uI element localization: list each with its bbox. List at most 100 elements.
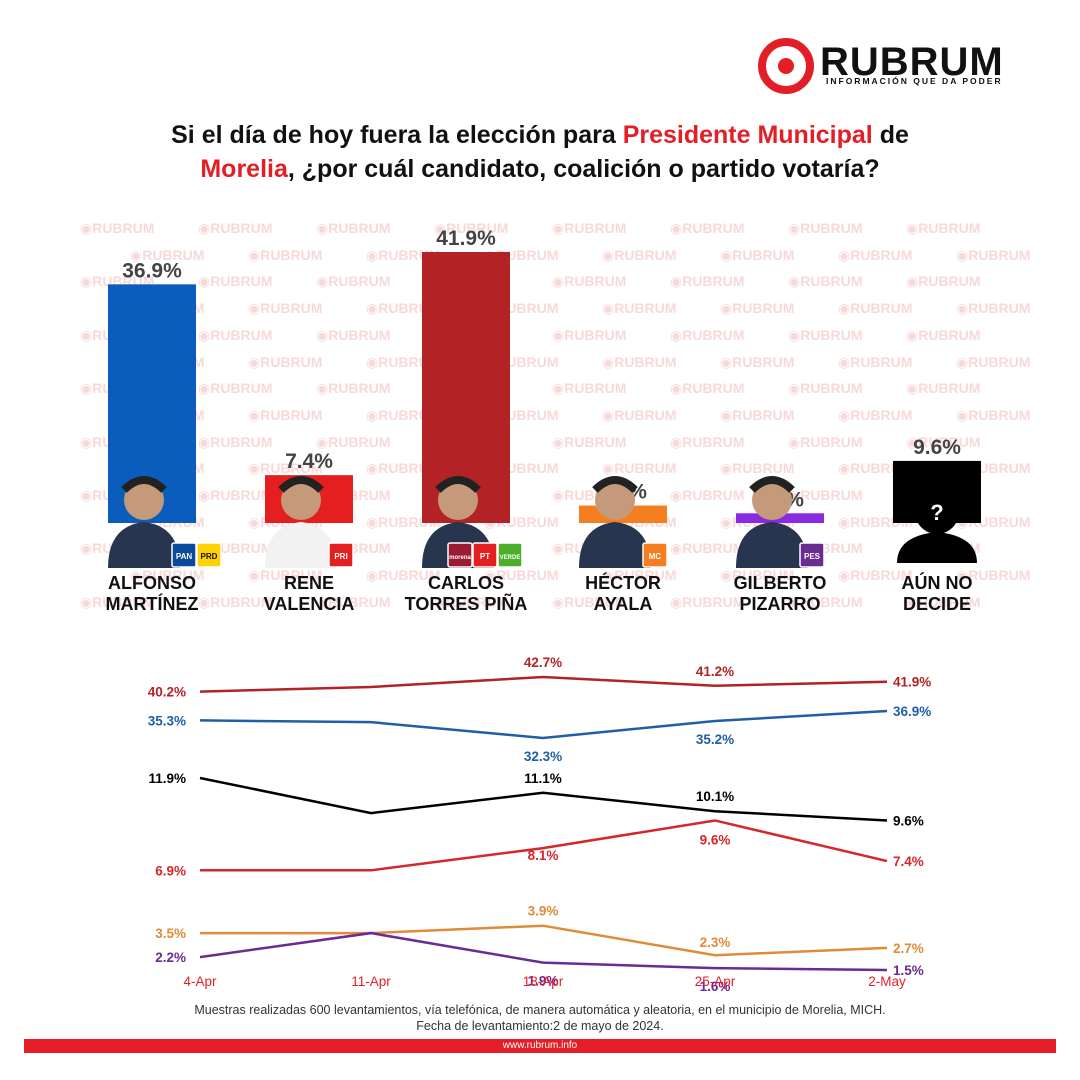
party-badge xyxy=(472,542,498,568)
series-data-label: 8.1% xyxy=(528,848,559,863)
rubrum-logo: RUBRUM INFORMACIÓN QUE DA PODER xyxy=(758,38,1048,98)
line-series: 40.2% 42.7% 41.2% 41.9% xyxy=(148,655,932,700)
line-series: 3.5% 3.9% 2.3% 2.7% xyxy=(155,904,924,957)
party-logo-verde: VERDE xyxy=(497,542,523,568)
party-logo-prd: PRD xyxy=(196,542,222,568)
line-series: 6.9% 8.1% 9.6% 7.4% xyxy=(155,819,924,878)
candidate-face xyxy=(752,480,792,520)
party-logo-pes: PES xyxy=(799,542,825,568)
candidate-hair xyxy=(278,476,324,493)
party-badge-label: PES xyxy=(804,552,821,561)
title-part1: Si el día de hoy fuera la elección para xyxy=(171,121,623,149)
candidate-body xyxy=(579,522,651,568)
series-line xyxy=(199,675,888,693)
party-logo-mc: MC xyxy=(642,542,668,568)
x-tick-label: 18-Apr xyxy=(523,974,564,989)
series-data-label: 2.3% xyxy=(700,935,731,950)
candidate-name-line: ALFONSO xyxy=(108,573,196,593)
party-logo-pan: PAN xyxy=(171,542,197,568)
series-data-label: 1.9% xyxy=(528,974,559,989)
website-link[interactable]: www.rubrum.info xyxy=(502,1040,578,1051)
candidate-name-line: AÚN NO xyxy=(902,572,973,593)
bar-value-label: 41.9% xyxy=(436,227,496,250)
party-badge xyxy=(171,542,197,568)
series-data-label: 3.5% xyxy=(155,926,186,941)
series-data-label: 9.6% xyxy=(700,832,731,847)
series-data-label: 41.9% xyxy=(893,675,931,690)
series-data-label: 42.7% xyxy=(524,655,562,670)
party-badge-label: PAN xyxy=(176,552,193,561)
line-series: 35.3% 32.3% 35.2% 36.9% xyxy=(148,704,932,764)
undecided-silhouette-icon: ? xyxy=(897,490,977,563)
party-badge-label: PRI xyxy=(334,552,347,561)
series-data-label: 35.3% xyxy=(148,713,186,728)
silhouette-body xyxy=(897,532,977,563)
logo-name: RUBRUM xyxy=(820,40,1004,84)
title-part3: , ¿por cuál candidato, coalición o parti… xyxy=(287,155,880,183)
series-line xyxy=(199,931,888,972)
candidate-name-line: GILBERTO xyxy=(734,573,827,593)
party-badge-label: MC xyxy=(649,552,662,561)
candidate-photo xyxy=(736,476,808,568)
x-tick-label: 11-Apr xyxy=(351,974,391,989)
candidate-name-line: CARLOS xyxy=(428,573,504,593)
candidate-photo xyxy=(579,476,651,568)
party-badge xyxy=(196,542,222,568)
party-badge-label: PT xyxy=(480,552,490,561)
candidate-name-line: MARTÍNEZ xyxy=(106,593,199,614)
candidate-body xyxy=(736,522,808,568)
party-logo-pt: PT xyxy=(472,542,498,568)
candidate-name-line: RENE xyxy=(284,573,334,593)
x-tick-label: 25-Apr xyxy=(695,974,736,989)
party-badge xyxy=(799,542,825,568)
series-data-label: 2.2% xyxy=(155,950,186,965)
series-data-label: 32.3% xyxy=(524,749,562,764)
candidate-hair xyxy=(121,476,167,493)
title-highlight-office: Presidente Municipal xyxy=(622,121,873,149)
silhouette-head xyxy=(915,490,959,534)
candidate-hair xyxy=(435,476,481,493)
candidate-name-line: DECIDE xyxy=(903,594,971,614)
candidate-face xyxy=(438,480,478,520)
party-badge xyxy=(497,542,523,568)
candidate-hair xyxy=(749,476,795,493)
party-badge-label: morena xyxy=(449,555,471,561)
candidate-photo xyxy=(108,476,180,568)
question-mark: ? xyxy=(930,500,943,525)
logo-circle-icon xyxy=(758,38,814,94)
line-series: 11.9% 11.1% 10.1% 9.6% xyxy=(148,771,923,829)
series-data-label: 35.2% xyxy=(696,732,734,747)
series-line xyxy=(200,924,888,957)
candidate-name-line: PIZARRO xyxy=(740,594,821,614)
bar-value-label: 9.6% xyxy=(913,436,961,459)
x-tick-label: 4-Apr xyxy=(183,974,217,989)
footer-bar: www.rubrum.info xyxy=(24,1039,1056,1053)
series-line xyxy=(199,776,888,822)
series-data-label: 40.2% xyxy=(148,685,186,700)
candidate-name-line: HÉCTOR xyxy=(585,572,661,593)
party-logo-morena: morena xyxy=(447,542,473,568)
candidate-photo xyxy=(265,476,337,568)
series-data-label: 1.5% xyxy=(893,963,924,978)
series-data-label: 2.7% xyxy=(893,941,924,956)
bar-value-label: 7.4% xyxy=(285,450,333,473)
candidate-name-line: TORRES PIÑA xyxy=(405,593,528,614)
party-badge xyxy=(642,542,668,568)
bar-value-label: 36.9% xyxy=(122,259,182,282)
methodology-note: Muestras realizadas 600 levantamientos, … xyxy=(194,1003,886,1017)
series-data-label: 36.9% xyxy=(893,704,931,719)
series-data-label: 41.2% xyxy=(696,664,734,679)
candidate-body xyxy=(265,522,337,568)
party-badge xyxy=(447,542,473,568)
line-chart: 40.2% 42.7% 41.2% 41.9% 35.3% 32.3% 35.2% 36.9%… xyxy=(148,655,932,994)
x-tick-label: 2-May xyxy=(868,974,906,989)
series-line xyxy=(199,709,888,740)
candidate-body xyxy=(108,522,180,568)
